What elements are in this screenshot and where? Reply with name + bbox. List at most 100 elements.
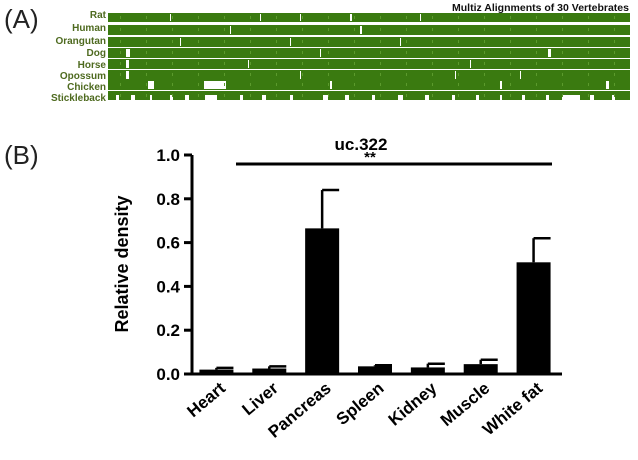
alignment-tick xyxy=(406,73,407,76)
x-tick-label: White fat xyxy=(479,378,546,439)
chart-title: uc.322 xyxy=(335,135,388,154)
x-tick-label: Liver xyxy=(239,378,283,419)
alignment-tick xyxy=(406,83,407,86)
alignment-track xyxy=(108,59,630,69)
alignment-tick xyxy=(614,51,615,54)
alignment-tick xyxy=(510,51,511,54)
alignment-track xyxy=(108,91,630,100)
alignment-tick xyxy=(146,83,147,86)
alignment-tick xyxy=(458,16,459,19)
alignment-tick xyxy=(380,51,381,54)
species-label-rat: Rat xyxy=(89,10,106,21)
alignment-tick xyxy=(198,94,199,97)
alignment-tick xyxy=(536,62,537,65)
alignment-tick xyxy=(354,73,355,76)
alignment-tick xyxy=(172,73,173,76)
alignment-tick xyxy=(536,51,537,54)
alignment-gap xyxy=(180,38,181,46)
alignment-gap xyxy=(185,95,189,100)
alignment-track xyxy=(108,80,630,90)
bar-liver xyxy=(252,368,287,374)
alignment-track xyxy=(108,48,630,58)
alignment-tick xyxy=(302,73,303,76)
alignment-tick xyxy=(484,40,485,43)
alignment-gap xyxy=(116,95,119,100)
alignment-tick xyxy=(146,28,147,31)
alignment-tick xyxy=(198,83,199,86)
alignment-tick xyxy=(328,51,329,54)
alignment-tick xyxy=(328,62,329,65)
alignment-gap xyxy=(170,95,173,100)
alignment-tick xyxy=(354,94,355,97)
alignment-tick xyxy=(302,40,303,43)
alignment-tick xyxy=(120,73,121,76)
alignment-tick xyxy=(536,73,537,76)
alignment-tick xyxy=(328,28,329,31)
alignment-tick xyxy=(510,83,511,86)
alignment-tick xyxy=(302,28,303,31)
alignment-tick xyxy=(562,28,563,31)
alignment-gap xyxy=(546,95,549,100)
alignment-tick xyxy=(328,40,329,43)
alignment-tick xyxy=(276,51,277,54)
alignment-tick xyxy=(536,28,537,31)
alignment-gap xyxy=(260,14,261,21)
alignment-gap xyxy=(148,81,154,89)
alignment-tick xyxy=(198,51,199,54)
alignment-tick xyxy=(354,28,355,31)
alignment-tick xyxy=(406,28,407,31)
alignment-tick xyxy=(198,73,199,76)
alignment-tick xyxy=(406,40,407,43)
x-tick-label: Spleen xyxy=(333,379,388,429)
alignment-tick xyxy=(484,83,485,86)
alignment-tick xyxy=(120,83,121,86)
y-tick-label: 0.4 xyxy=(156,277,180,296)
alignment-tick xyxy=(588,83,589,86)
alignment-tick xyxy=(614,28,615,31)
alignment-tick xyxy=(458,51,459,54)
alignment-tick xyxy=(146,62,147,65)
alignment-tick xyxy=(406,62,407,65)
alignment-tick xyxy=(224,62,225,65)
alignment-gap xyxy=(520,71,521,79)
y-tick-label: 1.0 xyxy=(156,146,180,165)
alignment-tick xyxy=(432,16,433,19)
alignment-gap xyxy=(500,95,502,100)
significance-mark: ** xyxy=(364,149,376,166)
species-label-stickleback: Stickleback xyxy=(50,93,106,104)
alignment-tick xyxy=(302,51,303,54)
alignment-tick xyxy=(172,83,173,86)
alignment-gap xyxy=(476,95,479,100)
alignment-gap xyxy=(612,95,615,100)
alignment-gap xyxy=(420,14,421,21)
alignment-gap xyxy=(400,38,401,46)
alignment-track xyxy=(108,13,630,22)
alignment-tick xyxy=(198,28,199,31)
alignment-tick xyxy=(120,94,121,97)
alignment-tick xyxy=(198,16,199,19)
species-label-horse: Horse xyxy=(77,60,106,71)
species-label-dog: Dog xyxy=(86,48,106,59)
alignment-tick xyxy=(484,16,485,19)
alignment-tick xyxy=(250,94,251,97)
alignment-tick xyxy=(120,16,121,19)
species-label-opossum: Opossum xyxy=(59,71,106,82)
alignment-tick xyxy=(328,83,329,86)
alignment-gap xyxy=(126,60,129,68)
alignment-gap xyxy=(230,26,231,34)
alignment-tick xyxy=(276,62,277,65)
alignment-gap xyxy=(372,95,375,100)
alignment-tick xyxy=(562,40,563,43)
alignment-tick xyxy=(432,83,433,86)
alignment-tick xyxy=(146,40,147,43)
alignment-tick xyxy=(276,83,277,86)
alignment-tick xyxy=(354,62,355,65)
alignment-tick xyxy=(276,73,277,76)
y-tick-label: 0.6 xyxy=(156,234,180,253)
alignment-tick xyxy=(172,62,173,65)
alignment-tick xyxy=(510,62,511,65)
alignment-tick xyxy=(536,83,537,86)
alignment-gap xyxy=(470,60,471,68)
alignment-tick xyxy=(120,62,121,65)
